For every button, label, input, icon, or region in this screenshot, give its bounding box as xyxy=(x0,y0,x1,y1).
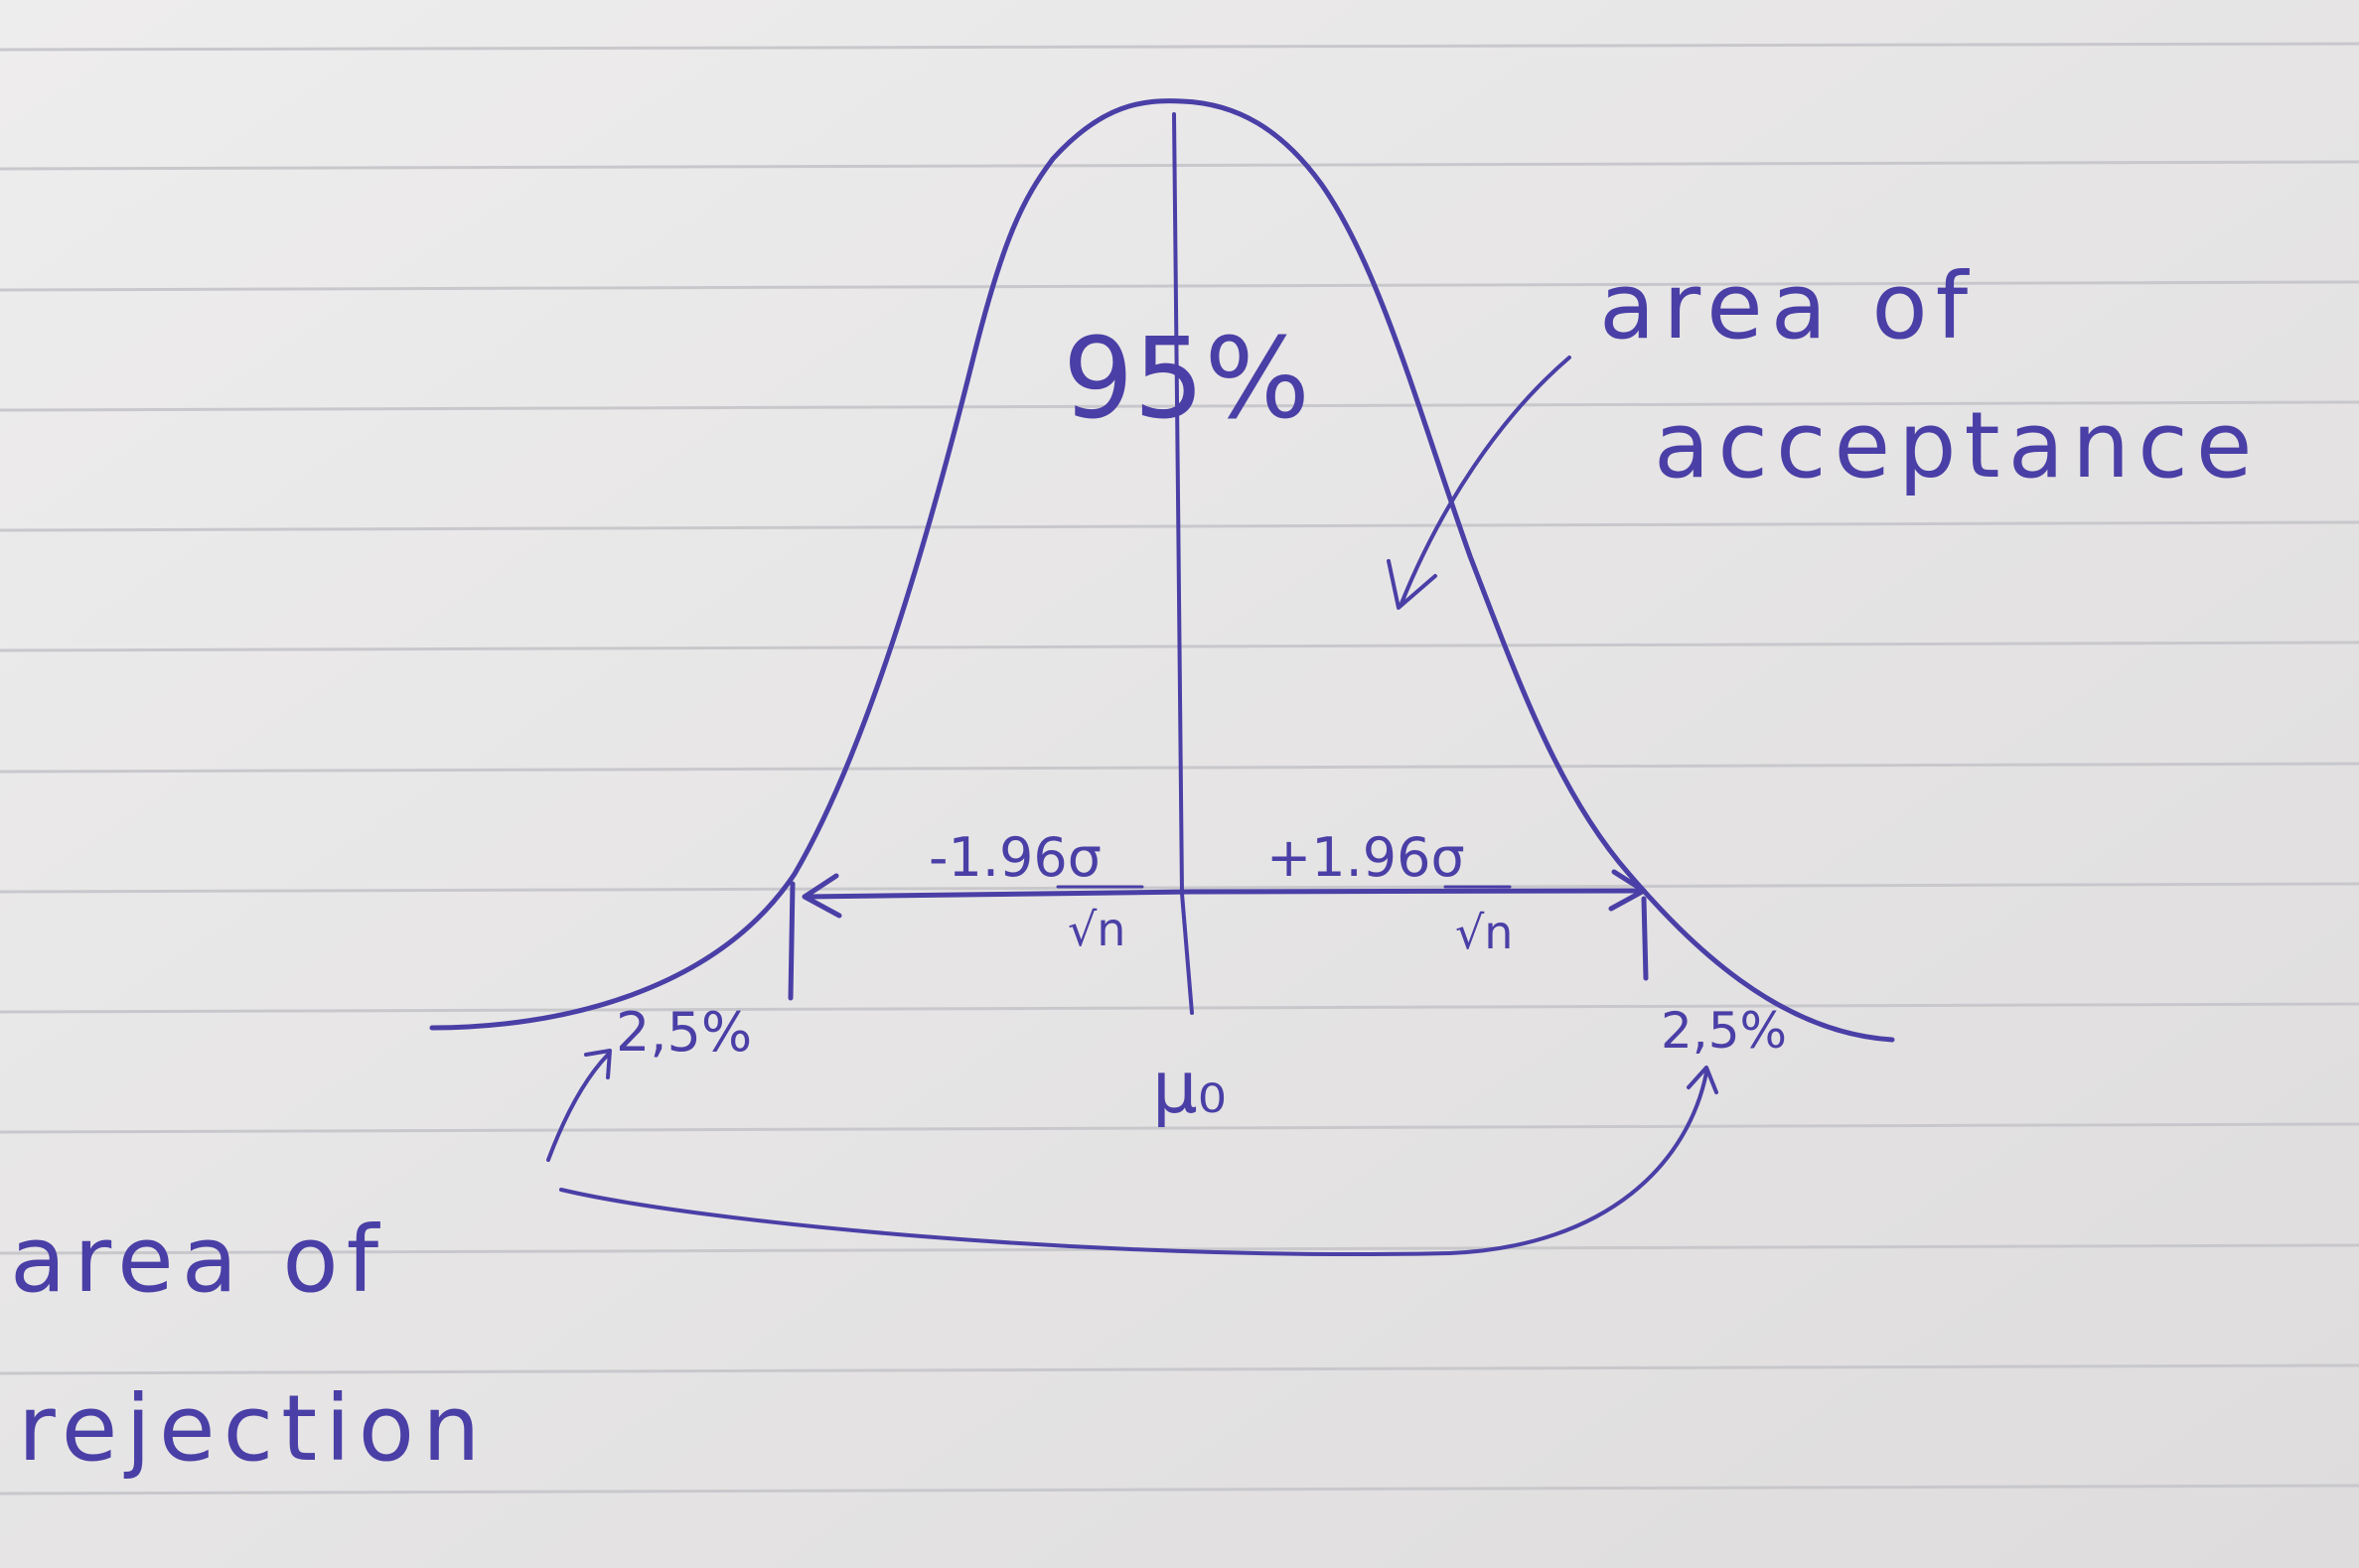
center-percent-label: 95% xyxy=(1063,315,1310,444)
rejection-arrow-left-head xyxy=(584,1049,612,1079)
rejection-label-line1: area of xyxy=(10,1207,386,1313)
rule-line xyxy=(0,1122,2359,1134)
normal-distribution-curve xyxy=(429,98,1895,1043)
acceptance-arrow-head xyxy=(1387,559,1437,610)
left-bound-numerator: -1.96σ xyxy=(929,826,1102,889)
right-critical-marker xyxy=(1641,896,1649,981)
bound-arrow-line xyxy=(804,888,1642,900)
rule-line xyxy=(0,160,2359,171)
right-bound-numerator: +1.96σ xyxy=(1266,826,1465,889)
acceptance-label-line1: area of xyxy=(1599,253,1976,359)
rule-line xyxy=(0,1243,2359,1255)
right-tail-percent: 2,5% xyxy=(1661,1002,1787,1060)
acceptance-label-line2: acceptance xyxy=(1654,392,2260,499)
acceptance-arrow xyxy=(1399,356,1571,608)
rule-line xyxy=(0,42,2359,52)
left-tail-percent: 2,5% xyxy=(616,1001,752,1064)
left-bound-denominator: √n xyxy=(1068,903,1125,956)
right-arrow-head xyxy=(1608,869,1647,912)
rule-line xyxy=(0,1484,2359,1496)
rejection-label-line2: rejection xyxy=(18,1375,488,1482)
right-bound-denominator: √n xyxy=(1455,906,1513,959)
rejection-arrow-left xyxy=(546,1053,610,1162)
rule-line xyxy=(0,280,2359,292)
ruled-lines xyxy=(0,42,2359,1496)
mean-label: μ₀ xyxy=(1152,1046,1227,1129)
rule-line xyxy=(0,400,2359,412)
rejection-arrow-right-head xyxy=(1687,1066,1718,1094)
rule-line xyxy=(0,882,2359,894)
left-critical-marker xyxy=(788,881,796,1001)
rule-line xyxy=(0,1363,2359,1375)
rule-line xyxy=(0,1002,2359,1014)
rejection-arrow-right xyxy=(559,1070,1708,1257)
mean-line xyxy=(1172,112,1194,1015)
left-arrow-head xyxy=(802,873,842,919)
